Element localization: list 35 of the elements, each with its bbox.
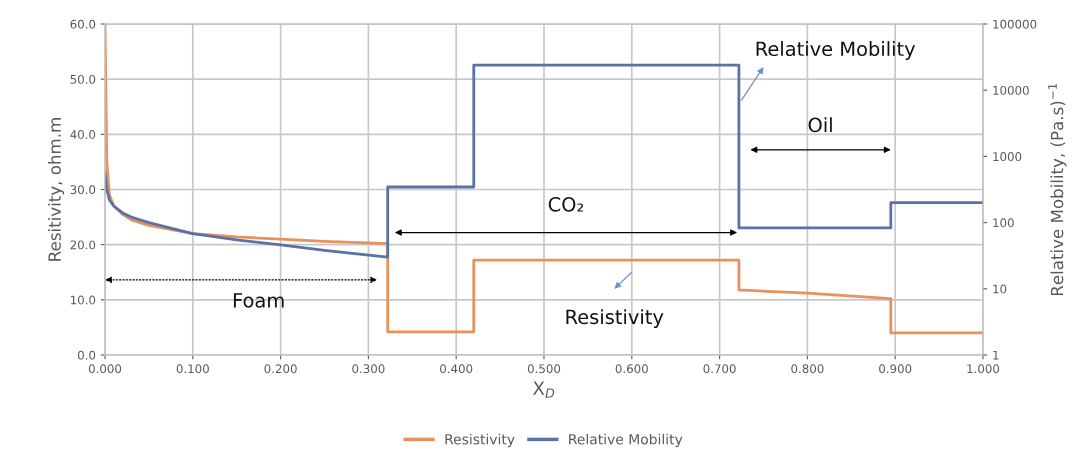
y-tick-label: 50.0 <box>70 74 96 84</box>
annotation: CO₂ <box>548 196 584 212</box>
x-tick-label: 0.300 <box>352 364 385 374</box>
y-tick-label: 0.0 <box>77 350 96 360</box>
y2-tick-label: 10000 <box>993 85 1029 95</box>
y-tick-label: 30.0 <box>70 185 96 195</box>
x-tick-label: 0.500 <box>527 364 561 374</box>
line-series <box>105 63 983 259</box>
x-tick-label: 0.800 <box>791 364 824 374</box>
x-tick-label: 0.600 <box>615 364 648 374</box>
y-tick-label: 20.0 <box>70 240 96 250</box>
y2-tick-label: 1000 <box>993 152 1022 162</box>
y2-tick-label: 10 <box>993 284 1007 294</box>
y2-tick-label: 100 <box>993 218 1014 228</box>
x-tick-label: 0.000 <box>88 364 122 374</box>
y-tick-label: 10.0 <box>70 295 96 305</box>
y-axis-title: Resitivity, ohm.m <box>48 118 65 261</box>
y-tick-label: 60.0 <box>70 19 96 29</box>
y2-axis-title: Relative Mobility, (Pa.s)$^{−1}$ <box>1048 83 1067 296</box>
y2-tick-label: 100000 <box>993 19 1037 29</box>
x-tick-label: 0.400 <box>440 364 473 374</box>
x-tick-label: 0.900 <box>879 364 912 374</box>
y2-tick-label: 1 <box>993 350 999 360</box>
x-tick-label: 0.200 <box>264 364 297 374</box>
annotation: Resistivity <box>566 309 664 328</box>
x-tick-label: 1.000 <box>967 364 1000 374</box>
legend-label: Resistivity <box>445 433 515 448</box>
x-tick-label: 0.100 <box>176 364 209 374</box>
annotation: Relative Mobility <box>756 41 916 60</box>
annotation: Foam <box>233 293 284 308</box>
y-tick-label: 40.0 <box>70 130 96 139</box>
legend-label: Relative Mobility <box>569 433 683 448</box>
x-tick-label: 0.700 <box>703 364 736 374</box>
x-axis-title: X$_{D}$ <box>533 381 555 398</box>
annotation: Oil <box>808 117 832 133</box>
